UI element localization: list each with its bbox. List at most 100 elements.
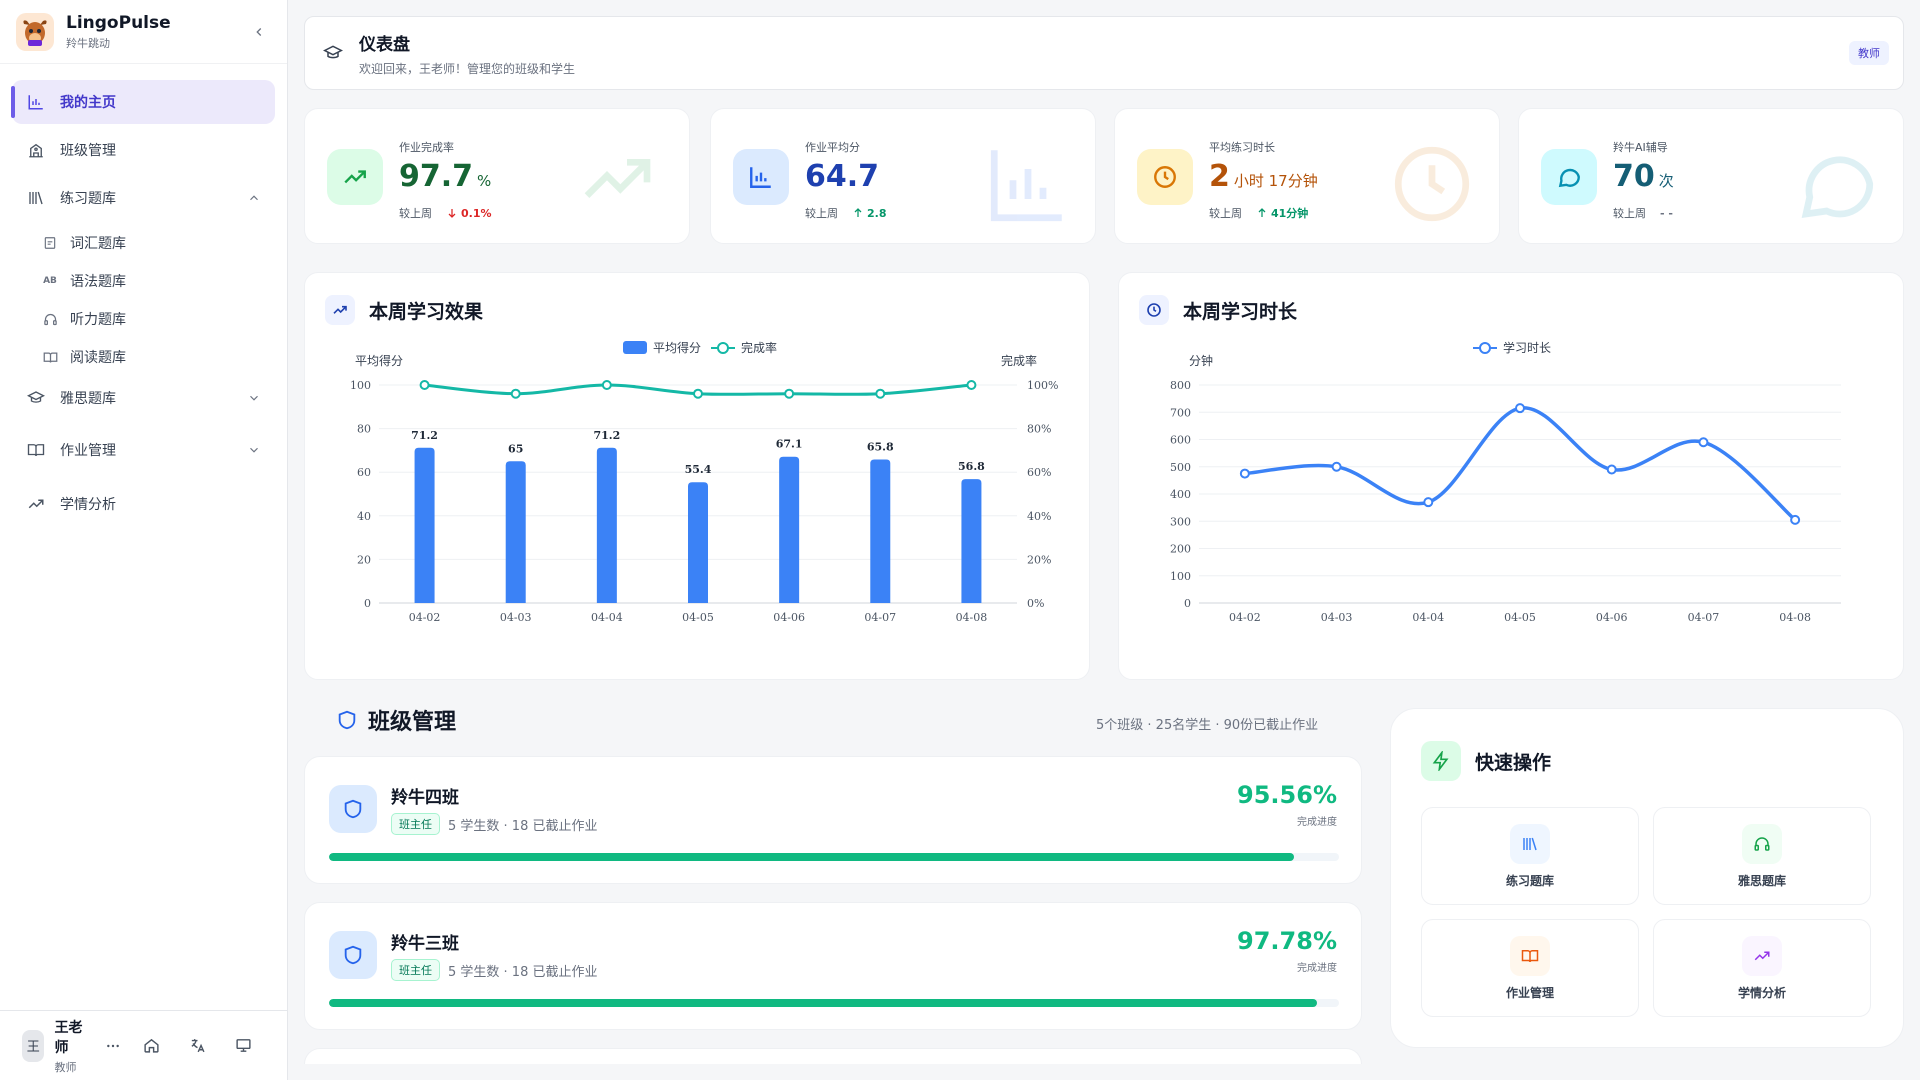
y-tick-label: 0: [364, 597, 371, 610]
x-tick-label: 04-07: [1688, 611, 1720, 624]
class-card[interactable]: [304, 1048, 1362, 1064]
x-tick-label: 04-07: [864, 611, 896, 624]
sidebar-item-analytics[interactable]: 学情分析: [12, 482, 275, 526]
book-open-icon: [1510, 935, 1550, 976]
sidebar-item-classes[interactable]: 班级管理: [12, 128, 275, 172]
sidebar-footer: 王 王老师 教师: [0, 1010, 288, 1080]
chevron-down-icon[interactable]: [247, 443, 261, 457]
class-progress-percent: 97.78%: [1237, 927, 1337, 955]
shield-icon: [336, 709, 358, 731]
quick-action-homework[interactable]: 作业管理: [1421, 919, 1639, 1017]
class-progress-label: 完成进度: [1297, 963, 1337, 974]
class-card[interactable]: 羚牛三班 班主任 5 学生数 · 18 已截止作业 97.78% 完成进度: [304, 902, 1362, 1030]
x-tick-label: 04-03: [500, 611, 532, 624]
graduation-cap-icon: [26, 388, 46, 408]
y2-tick-label: 0%: [1027, 597, 1044, 610]
stat-value: 64.7: [805, 159, 880, 194]
y-tick-label: 40: [357, 510, 371, 523]
sidebar-subitem-vocabulary[interactable]: 词汇题库: [12, 224, 275, 262]
y-tick-label: 80: [357, 423, 371, 436]
brand-logo: [16, 12, 54, 51]
stat-card-ai-tutoring: 羚牛AI辅导 70 次 较上周 - -: [1518, 108, 1904, 244]
chat-bubble-icon: [1791, 139, 1881, 233]
trending-up-icon: [26, 494, 46, 514]
stat-compare: 较上周 2.8: [805, 206, 887, 221]
bar-chart-icon: [26, 92, 46, 112]
book-open-icon: [42, 349, 58, 365]
sidebar-item-ielts-bank[interactable]: 雅思题库: [12, 376, 275, 420]
quick-action-label: 作业管理: [1505, 985, 1554, 1000]
brand-name: LingoPulse: [66, 12, 171, 33]
legend-label: 完成率: [741, 340, 777, 355]
class-meta: 班主任 5 学生数 · 18 已截止作业: [391, 813, 597, 835]
y-axis-label: 平均得分: [355, 353, 403, 368]
page-header: 仪表盘 欢迎回来，王老师！管理您的班级和学生 教师: [304, 16, 1904, 90]
monitor-icon[interactable]: [220, 1037, 266, 1054]
y-tick-label: 600: [1170, 434, 1191, 447]
quick-action-practice-bank[interactable]: 练习题库: [1421, 807, 1639, 905]
series-line: [1244, 406, 1797, 522]
bar: [596, 447, 617, 603]
sidebar-subitem-grammar[interactable]: AB 语法题库: [12, 262, 275, 300]
stat-label: 羚牛AI辅导: [1613, 141, 1668, 154]
sidebar-item-label: 雅思题库: [60, 391, 116, 407]
class-card[interactable]: 羚牛四班 班主任 5 学生数 · 18 已截止作业 95.56% 完成进度: [304, 756, 1362, 884]
quick-action-label: 雅思题库: [1737, 873, 1786, 888]
bar: [688, 482, 708, 603]
y-tick-label: 20: [357, 553, 371, 566]
sidebar-item-home[interactable]: 我的主页: [11, 80, 275, 124]
user-name: 王老师: [54, 1019, 83, 1056]
line-point: [1239, 468, 1250, 479]
y2-tick-label: 40%: [1027, 510, 1051, 523]
grammar-icon: AB: [43, 276, 57, 286]
sidebar-item-practice-bank[interactable]: 练习题库: [12, 176, 275, 220]
line-point: [601, 380, 612, 390]
sidebar-subitem-listening[interactable]: 听力题库: [12, 300, 275, 338]
y-tick-label: 800: [1170, 379, 1191, 392]
line-point: [419, 380, 430, 390]
x-tick-label: 04-02: [1229, 611, 1261, 624]
library-icon: [1510, 823, 1550, 864]
sidebar-item-homework[interactable]: 作业管理: [12, 428, 275, 472]
stat-value: 70 次: [1613, 159, 1674, 194]
line-point: [1331, 461, 1342, 472]
sidebar-subitem-reading[interactable]: 阅读题库: [12, 338, 275, 376]
bar: [870, 459, 891, 603]
sidebar-subitem-label: 语法题库: [70, 274, 126, 290]
chevron-down-icon[interactable]: [247, 391, 261, 405]
line-point: [875, 388, 886, 399]
x-tick-label: 04-04: [591, 611, 623, 624]
class-name: 羚牛三班: [391, 934, 459, 954]
trending-up-icon: [567, 139, 667, 223]
quick-actions-panel: 快速操作 练习题库 雅思题库 作业管理 学情分析: [1390, 708, 1904, 1048]
clock-icon: [1387, 139, 1477, 233]
sidebar-subitem-label: 听力题库: [70, 312, 126, 328]
class-progress-percent: 95.56%: [1237, 781, 1337, 809]
collapse-sidebar-button[interactable]: [247, 20, 271, 44]
translate-icon[interactable]: [174, 1037, 220, 1054]
class-name: 羚牛四班: [391, 788, 459, 808]
x-tick-label: 04-08: [956, 611, 988, 624]
y-tick-label: 100: [1170, 570, 1191, 583]
quick-action-ielts-bank[interactable]: 雅思题库: [1653, 807, 1871, 905]
bar-data-label: 65: [508, 442, 523, 455]
line-point: [966, 380, 977, 390]
class-role-tag: 班主任: [391, 813, 440, 835]
more-icon[interactable]: [98, 1038, 128, 1054]
class-progress-label: 完成进度: [1297, 817, 1337, 828]
avatar[interactable]: 王: [22, 1029, 45, 1062]
quick-action-analytics[interactable]: 学情分析: [1653, 919, 1871, 1017]
brand-subtitle: 羚牛跳动: [66, 36, 110, 50]
class-summary: 5个班级 · 25名学生 · 90份已截止作业: [1096, 718, 1319, 733]
class-progress-fill: [329, 999, 1317, 1007]
y-tick-label: 700: [1170, 406, 1191, 419]
bar-chart-icon: [983, 139, 1073, 233]
line-point: [1423, 497, 1434, 508]
chevron-up-icon[interactable]: [247, 191, 261, 205]
chart-title: 本周学习时长: [1139, 295, 1297, 325]
home-icon[interactable]: [128, 1037, 174, 1054]
headphones-icon: [1742, 823, 1782, 864]
y-tick-label: 0: [1184, 597, 1191, 610]
sidebar-item-label: 班级管理: [60, 143, 116, 159]
y-axis-label: 分钟: [1189, 353, 1213, 368]
